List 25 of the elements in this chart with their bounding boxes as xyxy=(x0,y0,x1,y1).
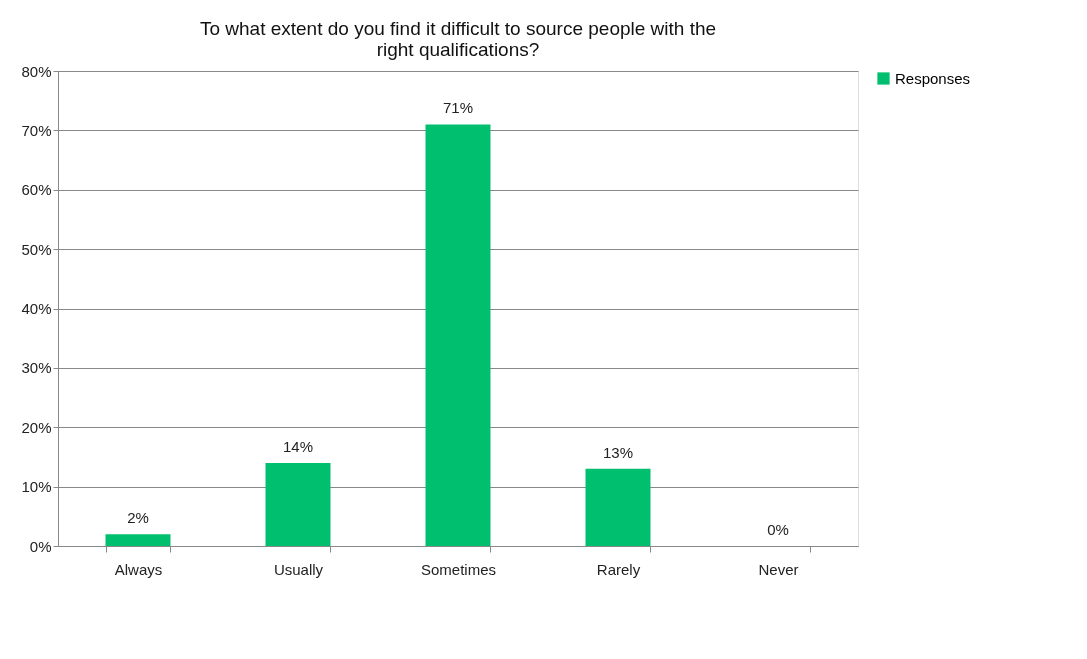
bar xyxy=(585,468,651,546)
y-tick-label: 0% xyxy=(29,537,52,555)
y-tick-label: 30% xyxy=(21,359,52,377)
x-tick-label: Sometimes xyxy=(420,560,497,578)
y-tick-label: 80% xyxy=(21,62,52,80)
x-tick-label: Never xyxy=(758,560,799,578)
y-tick-label: 60% xyxy=(21,181,52,199)
y-tick-label: 20% xyxy=(21,418,52,436)
x-tick-label: Rarely xyxy=(596,560,641,578)
y-tick-label: 40% xyxy=(21,300,52,317)
chart-title: To what extent do you find it difficult to source people with the right qualifications? xyxy=(199,18,717,60)
data-label: 14% xyxy=(282,437,314,455)
x-tick-label: Usually xyxy=(273,560,324,578)
y-tick-label: 50% xyxy=(21,240,52,258)
x-tick-label: Always xyxy=(114,560,163,578)
data-label: 2% xyxy=(127,509,149,527)
legend-label: Responses xyxy=(895,69,971,87)
data-label: 13% xyxy=(602,443,634,461)
data-label: 71% xyxy=(442,99,474,117)
bar xyxy=(105,534,171,546)
y-tick-label: 70% xyxy=(21,121,52,139)
data-label: 0% xyxy=(767,521,789,538)
bar xyxy=(425,124,491,546)
y-tick-label: 10% xyxy=(21,478,52,496)
bar xyxy=(265,462,331,546)
